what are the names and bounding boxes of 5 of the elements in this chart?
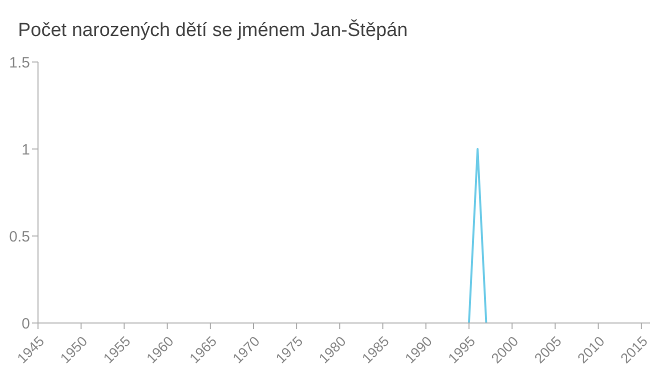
y-tick-label: 1 <box>22 141 30 158</box>
chart-title: Počet narozených dětí se jménem Jan-Štěpán <box>18 20 408 42</box>
y-tick-label: 0.5 <box>9 228 30 246</box>
y-tick-label: 1.5 <box>9 54 30 72</box>
y-tick-label: 0 <box>22 315 30 332</box>
